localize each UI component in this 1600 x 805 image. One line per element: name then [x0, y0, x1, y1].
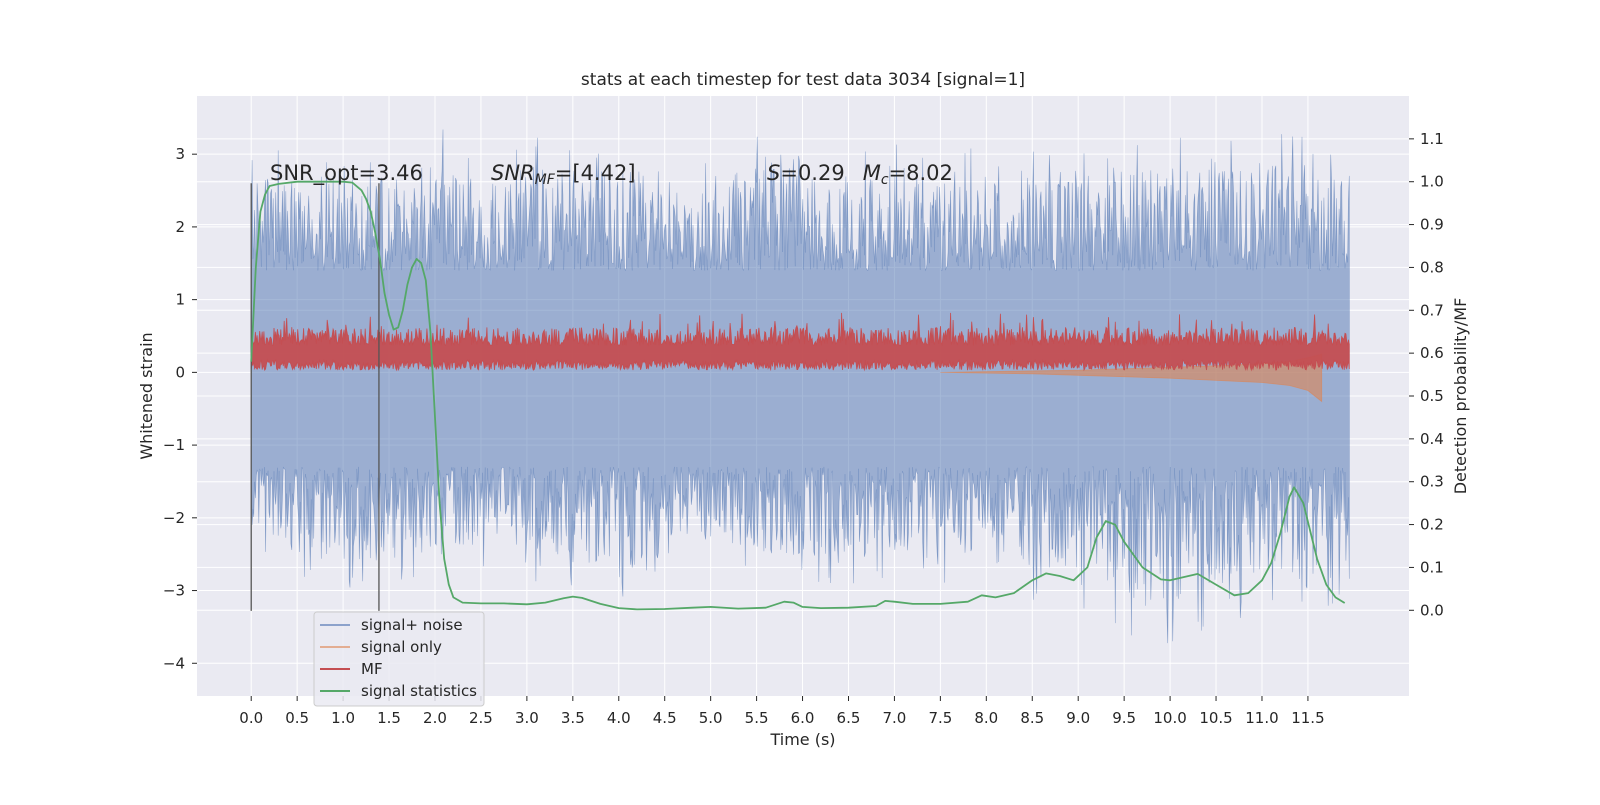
y-tick-label: 1	[175, 291, 185, 309]
annotation-s-mc: S=0.29 Mc=8.02	[767, 161, 953, 188]
x-tick-label: 3.0	[515, 709, 539, 727]
x-tick-label: 2.0	[423, 709, 447, 727]
y-tick-label: 0	[175, 363, 185, 381]
x-tick-label: 4.0	[607, 709, 631, 727]
legend-label-signal-statistics: signal statistics	[361, 682, 477, 700]
x-tick-label: 3.5	[561, 709, 585, 727]
x-tick-label: 1.0	[331, 709, 355, 727]
y-right-tick-label: 0.6	[1420, 344, 1444, 362]
series-signal-statistics	[250, 180, 1346, 611]
legend-label-mf: MF	[361, 660, 383, 678]
annotation-snr-mf-subscript: MF	[535, 172, 556, 188]
series-signal-only	[940, 353, 1323, 403]
y-right-tick-label: 0.2	[1420, 516, 1444, 534]
y-tick-label: 2	[175, 218, 185, 236]
legend-label-signal-noise: signal+ noise	[361, 616, 463, 634]
x-tick-label: 2.5	[469, 709, 493, 727]
x-tick-label: 0.5	[285, 709, 309, 727]
y-right-tick-label: 1.1	[1420, 130, 1444, 148]
y-right-tick-label: 0.8	[1420, 258, 1444, 276]
axes: 0.0 0.5 1.0 1.5 2.0 2.5 3.0 3.5 4.0 4.5 5.0 5.5 6.0 6…	[163, 130, 1444, 727]
x-tick-label: 5.0	[699, 709, 723, 727]
y-axis-label: Whitened strain	[137, 332, 156, 459]
annotation-s-symbol: S	[767, 161, 780, 185]
annotation-mc-subscript: c	[881, 172, 889, 188]
x-tick-label: 10.0	[1153, 709, 1186, 727]
legend: signal+ noise signal only MF signal stat…	[313, 611, 485, 707]
series-signal-noise	[250, 129, 1350, 644]
x-tick-label: 7.5	[928, 709, 952, 727]
annotation-mc-symbol: M	[863, 161, 881, 185]
x-axis-label: Time (s)	[769, 730, 835, 749]
y-tick-label: 3	[175, 145, 185, 163]
x-tick-label: 5.5	[745, 709, 769, 727]
y-right-tick-label: 0.5	[1420, 387, 1444, 405]
y-right-tick-label: 1.0	[1420, 173, 1444, 191]
y-right-tick-label: 0.9	[1420, 216, 1444, 234]
x-tick-label: 0.0	[239, 709, 263, 727]
y-right-tick-label: 0.4	[1420, 430, 1444, 448]
y-right-tick-label: 0.1	[1420, 558, 1444, 576]
x-tick-label: 6.5	[837, 709, 861, 727]
x-tick-label: 4.5	[653, 709, 677, 727]
x-tick-label: 8.0	[974, 709, 998, 727]
annotations: SNR_opt=3.46 SNRMF=[4.42] S=0.29 Mc=8.02	[270, 161, 953, 188]
legend-label-signal-only: signal only	[361, 638, 442, 656]
chart-title: stats at each timestep for test data 303…	[581, 70, 1025, 90]
annotation-s-value: =0.29	[780, 161, 844, 185]
annotation-snr-mf: SNRMF=[4.42]	[491, 161, 636, 188]
y-right-tick-label: 0.7	[1420, 301, 1444, 319]
y-tick-label: −1	[163, 436, 185, 454]
x-tick-label: 9.0	[1066, 709, 1090, 727]
annotation-snr-mf-symbol: SNR	[491, 161, 535, 185]
y-tick-label: −4	[163, 654, 185, 672]
series-mf	[250, 312, 1350, 372]
x-tick-label: 10.5	[1199, 709, 1232, 727]
x-tick-label: 7.0	[882, 709, 906, 727]
y-tick-label: −3	[163, 582, 185, 600]
x-tick-label: 11.5	[1291, 709, 1324, 727]
annotation-snr-opt: SNR_opt=3.46	[270, 161, 423, 186]
x-tick-label: 8.5	[1020, 709, 1044, 727]
annotation-mc-value: =8.02	[889, 161, 953, 185]
legend-box	[313, 611, 485, 707]
y-right-tick-label: 0.3	[1420, 473, 1444, 491]
y-tick-label: −2	[163, 509, 185, 527]
x-tick-label: 9.5	[1112, 709, 1136, 727]
x-tick-label: 11.0	[1245, 709, 1278, 727]
y-right-tick-label: 0.0	[1420, 601, 1444, 619]
x-tick-label: 6.0	[791, 709, 815, 727]
y-right-axis-label: Detection probability/MF	[1451, 298, 1470, 495]
annotation-snr-mf-value: =[4.42]	[555, 161, 636, 185]
x-tick-label: 1.5	[377, 709, 401, 727]
plot-area	[250, 129, 1350, 644]
